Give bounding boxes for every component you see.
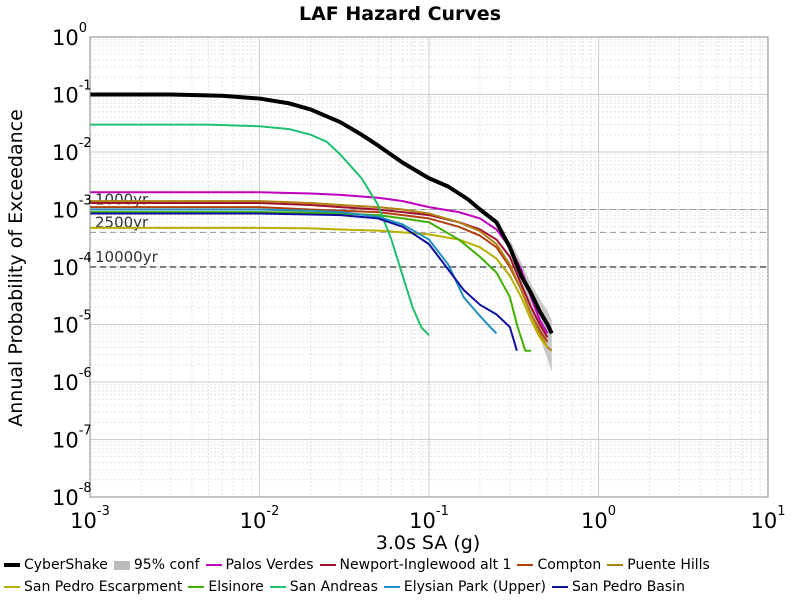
series-line-elysian-park-upper- <box>90 208 498 335</box>
x-tick-label: 10-3 <box>70 504 110 533</box>
x-tick-labels: 10-3 10-2 10-1 100 101 <box>70 504 785 533</box>
legend-item: Elysian Park (Upper) <box>383 579 546 595</box>
y-tick-labels: 100 10-1 10-2 10-3 10-4 10-5 10-6 10-7 10-8 <box>52 21 92 510</box>
legend-swatch <box>4 586 20 588</box>
y-tick-label: 10-4 <box>52 251 92 280</box>
chart-title: LAF Hazard Curves <box>299 3 501 25</box>
series-line-cybershake <box>90 92 554 335</box>
y-tick-label: 10-7 <box>52 424 92 453</box>
legend-label: Puente Hills <box>627 557 710 573</box>
legend-label: CyberShake <box>24 557 108 573</box>
legend-item: Compton <box>517 557 601 573</box>
legend-label: San Pedro Basin <box>572 579 685 595</box>
y-tick-label: 10-2 <box>52 136 92 165</box>
legend-item: CyberShake <box>4 557 108 573</box>
legend-label: Elysian Park (Upper) <box>403 579 546 595</box>
legend-swatch <box>383 586 400 588</box>
legend-label: 95% conf <box>133 557 200 573</box>
legend-item: San Andreas <box>269 579 378 595</box>
legend-swatch <box>319 564 336 566</box>
y-tick-label: 10-1 <box>52 79 92 108</box>
series-line-san-pedro-escarpment <box>90 226 549 348</box>
x-tick-label: 101 <box>750 504 785 533</box>
y-tick-label: 100 <box>52 21 87 50</box>
series-lines <box>90 92 554 352</box>
x-tick-label: 10-2 <box>240 504 280 533</box>
y-tick-label: 10-8 <box>52 481 92 510</box>
y-axis-label: Annual Probability of Exceedance <box>5 109 27 427</box>
legend-item: San Pedro Basin <box>552 579 685 595</box>
legend-row: San Pedro Escarpment Elsinore San Andreas E… <box>4 577 691 597</box>
series-line-elsinore <box>90 211 532 352</box>
y-tick-label: 10-3 <box>52 194 92 223</box>
legend-swatch <box>607 564 624 566</box>
x-tick-label: 100 <box>581 504 616 533</box>
series-line-san-andreas <box>90 123 430 336</box>
legend-item: Palos Verdes <box>205 557 314 573</box>
legend-swatch <box>269 586 286 588</box>
legend-swatch <box>113 560 130 570</box>
legend-item: Puente Hills <box>607 557 710 573</box>
legend-item: Elsinore <box>188 579 264 595</box>
legend-item: San Pedro Escarpment <box>4 579 182 595</box>
legend-swatch <box>4 563 20 567</box>
series-line-san-pedro-basin <box>90 212 518 352</box>
legend-swatch <box>188 586 205 588</box>
legend: CyberShake 95% conf Palos Verdes Newport-In… <box>0 552 800 600</box>
legend-label: Palos Verdes <box>225 557 314 573</box>
legend-label: San Andreas <box>289 579 378 595</box>
legend-item: 95% conf <box>113 557 200 573</box>
x-tick-label: 10-1 <box>409 504 449 533</box>
legend-label: Newport-Inglewood alt 1 <box>339 557 512 573</box>
legend-label: San Pedro Escarpment <box>24 579 183 595</box>
legend-row: CyberShake 95% conf Palos Verdes Newport-In… <box>4 555 716 575</box>
legend-swatch <box>517 564 534 566</box>
y-tick-label: 10-5 <box>52 309 92 338</box>
plot-frame <box>89 36 769 498</box>
series-line-puente-hills <box>90 200 553 352</box>
legend-item: Newport-Inglewood alt 1 <box>319 557 512 573</box>
legend-label: Elsinore <box>208 579 264 595</box>
legend-swatch <box>205 564 222 566</box>
reference-line-label: 1000yr <box>95 191 149 209</box>
x-axis-label: 3.0s SA (g) <box>376 532 481 554</box>
y-tick-label: 10-6 <box>52 366 92 395</box>
reference-line-label: 10000yr <box>95 248 159 266</box>
legend-label: Compton <box>537 557 602 573</box>
legend-swatch <box>552 586 568 588</box>
